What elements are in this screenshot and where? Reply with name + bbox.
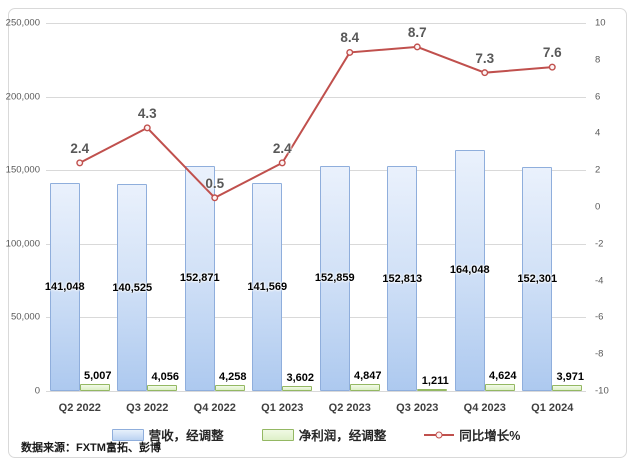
growth-marker [278,159,286,167]
gridline [46,243,586,245]
revenue-bar [117,184,148,391]
growth-value-label: 7.6 [542,45,562,61]
profit-value-label: 4,258 [218,370,247,383]
growth-value-label: 7.3 [475,50,495,66]
right-axis-tick: 6 [595,91,601,103]
growth-line-marker-dot [435,431,443,438]
revenue-value-label: 141,048 [44,281,85,294]
growth-marker [413,43,421,51]
right-axis-tick: -10 [595,385,609,397]
left-axis-tick: 200,000 [5,91,40,103]
legend: 营收，经调整 净利润，经调整 同比增长% [46,425,586,444]
growth-marker [76,159,84,167]
profit-bar [417,389,448,391]
growth-value-label: 4.3 [137,105,157,121]
right-axis-tick: 10 [595,17,606,29]
x-axis-label: Q4 2023 [463,402,506,414]
growth-marker [548,63,556,71]
gridline [46,391,586,392]
legend-item-revenue: 营收，经调整 [111,425,224,444]
growth-marker [481,69,489,77]
gridline [46,23,586,24]
legend-label: 净利润，经调整 [298,429,387,443]
right-axis-tick: 0 [595,201,601,213]
revenue-value-label: 152,859 [314,272,355,285]
growth-line-swatch-icon [424,429,455,441]
gridline [46,170,586,172]
growth-value-label: 0.5 [205,175,225,191]
growth-marker [346,48,354,56]
right-axis-tick: -2 [595,238,604,250]
x-axis-label: Q1 2023 [261,402,304,414]
right-axis-tick: 2 [595,164,601,176]
growth-value-label: 2.4 [272,140,292,156]
legend-item-growth: 同比增长% [424,425,520,444]
profit-bar [79,383,110,391]
x-axis-label: Q3 2023 [396,402,439,414]
revenue-bar [387,166,418,391]
gridline [46,317,586,319]
gridline [46,96,586,98]
x-axis-label: Q2 2022 [58,402,101,414]
right-axis-tick: -6 [595,311,604,323]
revenue-value-label: 140,525 [112,281,153,294]
profit-bar [147,385,178,391]
right-axis-tick: 4 [595,127,601,139]
profit-swatch-icon [261,428,294,441]
right-axis-tick: -8 [595,348,604,360]
left-axis-tick: 0 [34,385,40,397]
revenue-value-label: 152,813 [382,272,423,285]
profit-bar [214,384,245,391]
revenue-bar [522,166,553,391]
legend-label: 同比增长% [459,429,521,443]
profit-bar [282,385,313,391]
revenue-value-label: 152,871 [179,272,220,285]
revenue-value-label: 141,569 [247,280,288,293]
left-axis-tick: 150,000 [5,164,40,176]
profit-value-label: 5,007 [83,369,112,382]
left-axis-tick: 250,000 [5,17,40,29]
x-axis-label: Q1 2024 [531,402,574,414]
x-axis-label: Q3 2022 [126,402,169,414]
profit-value-label: 1,211 [421,375,449,387]
profit-bar [349,383,380,391]
x-axis-label: Q2 2023 [328,402,371,414]
profit-bar [484,384,515,391]
right-axis-tick: 8 [595,54,601,66]
profit-value-label: 4,624 [488,370,517,383]
growth-marker [143,124,151,132]
right-axis-tick: -4 [595,275,604,287]
profit-value-label: 4,056 [151,371,180,384]
chart-frame: 250,000 200,000 150,000 100,000 50,000 0 10 8 6… [6,8,627,458]
legend-label: 营收，经调整 [148,429,224,443]
profit-value-label: 4,847 [353,369,382,382]
x-axis-label: Q4 2022 [193,402,236,414]
growth-value-label: 8.4 [340,30,360,46]
legend-item-profit: 净利润，经调整 [261,425,387,444]
source-note: 数据来源：FXTM富拓、彭博 [21,442,161,454]
growth-value-label: 2.4 [70,140,90,156]
profit-value-label: 3,971 [556,371,585,384]
revenue-value-label: 164,048 [449,264,490,277]
left-axis-tick: 50,000 [10,311,40,323]
left-axis-tick: 100,000 [5,238,40,250]
revenue-bar [49,183,80,391]
revenue-bar [319,165,350,391]
revenue-swatch-icon [111,428,144,441]
revenue-value-label: 152,301 [517,272,558,285]
profit-bar [552,385,583,391]
profit-value-label: 3,602 [286,371,315,384]
growth-value-label: 8.7 [407,24,427,40]
